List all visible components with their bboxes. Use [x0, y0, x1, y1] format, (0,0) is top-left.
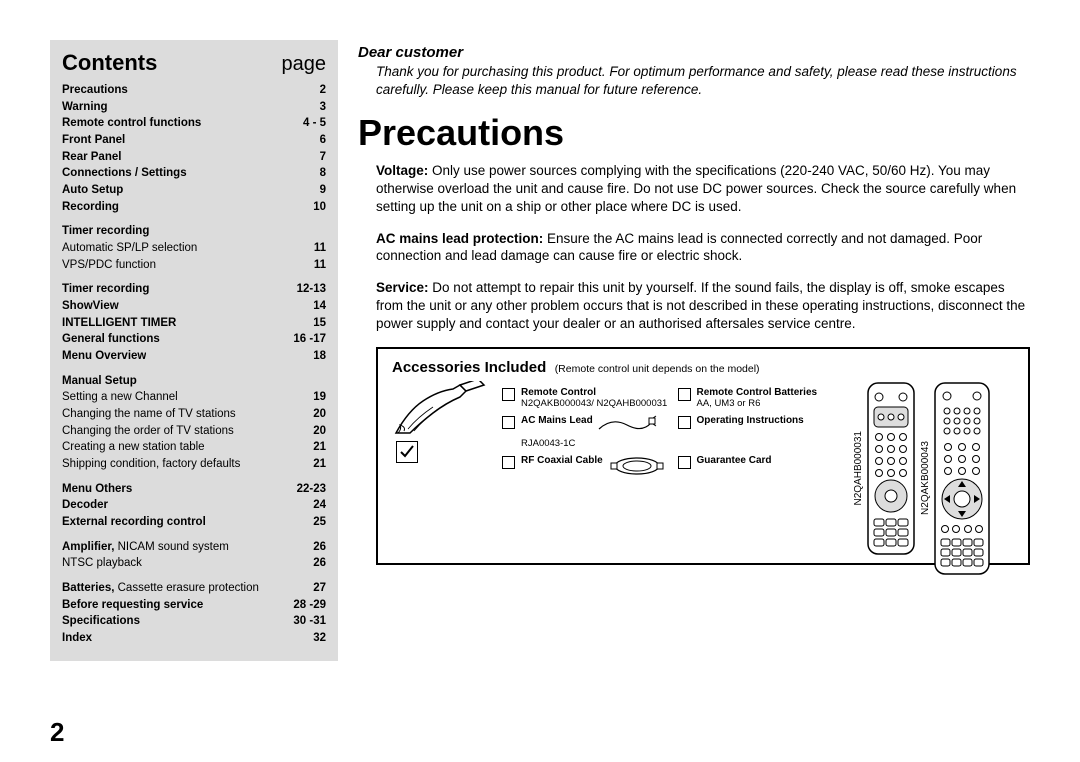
contents-title: Contents	[62, 50, 157, 76]
toc-row: Front Panel6	[62, 132, 326, 149]
checkbox-empty	[678, 456, 691, 469]
accessory-item: Remote ControlN2QAKB000043/ N2QAHB000031	[521, 387, 674, 409]
toc-row: Amplifier, NICAM sound system26	[62, 539, 326, 556]
toc-row: Specifications30 -31	[62, 613, 326, 630]
checkbox-empty	[678, 416, 691, 429]
precaution-paragraph: Voltage: Only use power sources complyin…	[358, 162, 1030, 215]
toc-list: Precautions2Warning3Remote control funct…	[62, 82, 326, 647]
toc-row: Menu Others22-23	[62, 481, 326, 498]
toc-row: Timer recording12-13	[62, 281, 326, 298]
toc-row: Setting a new Channel19	[62, 389, 326, 406]
toc-row: Creating a new station table21	[62, 439, 326, 456]
contents-page-label: page	[282, 53, 327, 76]
checkbox-empty	[678, 388, 691, 401]
remote-label-1: N2QAHB000031	[853, 431, 864, 506]
toc-row: Rear Panel7	[62, 149, 326, 166]
toc-row: Shipping condition, factory defaults21	[62, 456, 326, 473]
accessory-item: Remote Control BatteriesAA, UM3 or R6	[697, 387, 850, 409]
precaution-paragraph: Service: Do not attempt to repair this u…	[358, 279, 1030, 332]
hand-writing-icon	[388, 381, 488, 441]
checkbox-empty	[502, 388, 515, 401]
checkmark-box	[396, 441, 418, 463]
toc-row: ShowView14	[62, 298, 326, 315]
remote-label-2: N2QAKB000043	[920, 441, 931, 515]
toc-row: Connections / Settings8	[62, 165, 326, 182]
remote-small-icon	[866, 381, 916, 556]
accessories-subtitle: (Remote control unit depends on the mode…	[555, 363, 760, 375]
toc-row: Warning3	[62, 99, 326, 116]
toc-row: Recording10	[62, 199, 326, 216]
toc-row: Precautions2	[62, 82, 326, 99]
page-heading: Precautions	[358, 112, 1030, 154]
toc-row: Menu Overview18	[62, 348, 326, 365]
dear-customer-body: Thank you for purchasing this product. F…	[358, 63, 1030, 98]
accessory-item: RF Coaxial Cable	[521, 455, 674, 480]
toc-row: Automatic SP/LP selection11	[62, 240, 326, 257]
accessory-item: AC Mains Lead RJA0043-1C	[521, 415, 674, 449]
toc-row: Batteries, Cassette erasure protection27	[62, 580, 326, 597]
page-number: 2	[50, 717, 64, 748]
toc-row: VPS/PDC function11	[62, 257, 326, 274]
remote-illustrations: N2QAHB000031	[853, 381, 1018, 551]
checkbox-empty	[502, 416, 515, 429]
dear-customer-title: Dear customer	[358, 44, 1030, 61]
toc-row: Auto Setup9	[62, 182, 326, 199]
toc-row: External recording control25	[62, 514, 326, 531]
main-content: Dear customer Thank you for purchasing t…	[358, 40, 1030, 661]
remote-large-icon	[933, 381, 991, 576]
toc-row: Timer recording	[62, 223, 326, 240]
accessories-title: Accessories Included	[392, 359, 546, 376]
toc-row: NTSC playback26	[62, 555, 326, 572]
toc-row: Manual Setup	[62, 373, 326, 390]
precaution-paragraph: AC mains lead protection: Ensure the AC …	[358, 230, 1030, 266]
accessories-box: Accessories Included (Remote control uni…	[376, 347, 1030, 565]
toc-row: Changing the name of TV stations20	[62, 406, 326, 423]
accessory-item: Operating Instructions	[697, 415, 850, 426]
checkbox-empty	[502, 456, 515, 469]
accessory-item: Guarantee Card	[697, 455, 850, 466]
toc-row: Before requesting service28 -29	[62, 597, 326, 614]
toc-row: Remote control functions4 - 5	[62, 115, 326, 132]
toc-row: INTELLIGENT TIMER15	[62, 315, 326, 332]
contents-sidebar: Contents page Precautions2Warning3Remote…	[50, 40, 338, 661]
toc-row: Decoder24	[62, 497, 326, 514]
toc-row: General functions16 -17	[62, 331, 326, 348]
toc-row: Index32	[62, 630, 326, 647]
toc-row: Changing the order of TV stations20	[62, 423, 326, 440]
